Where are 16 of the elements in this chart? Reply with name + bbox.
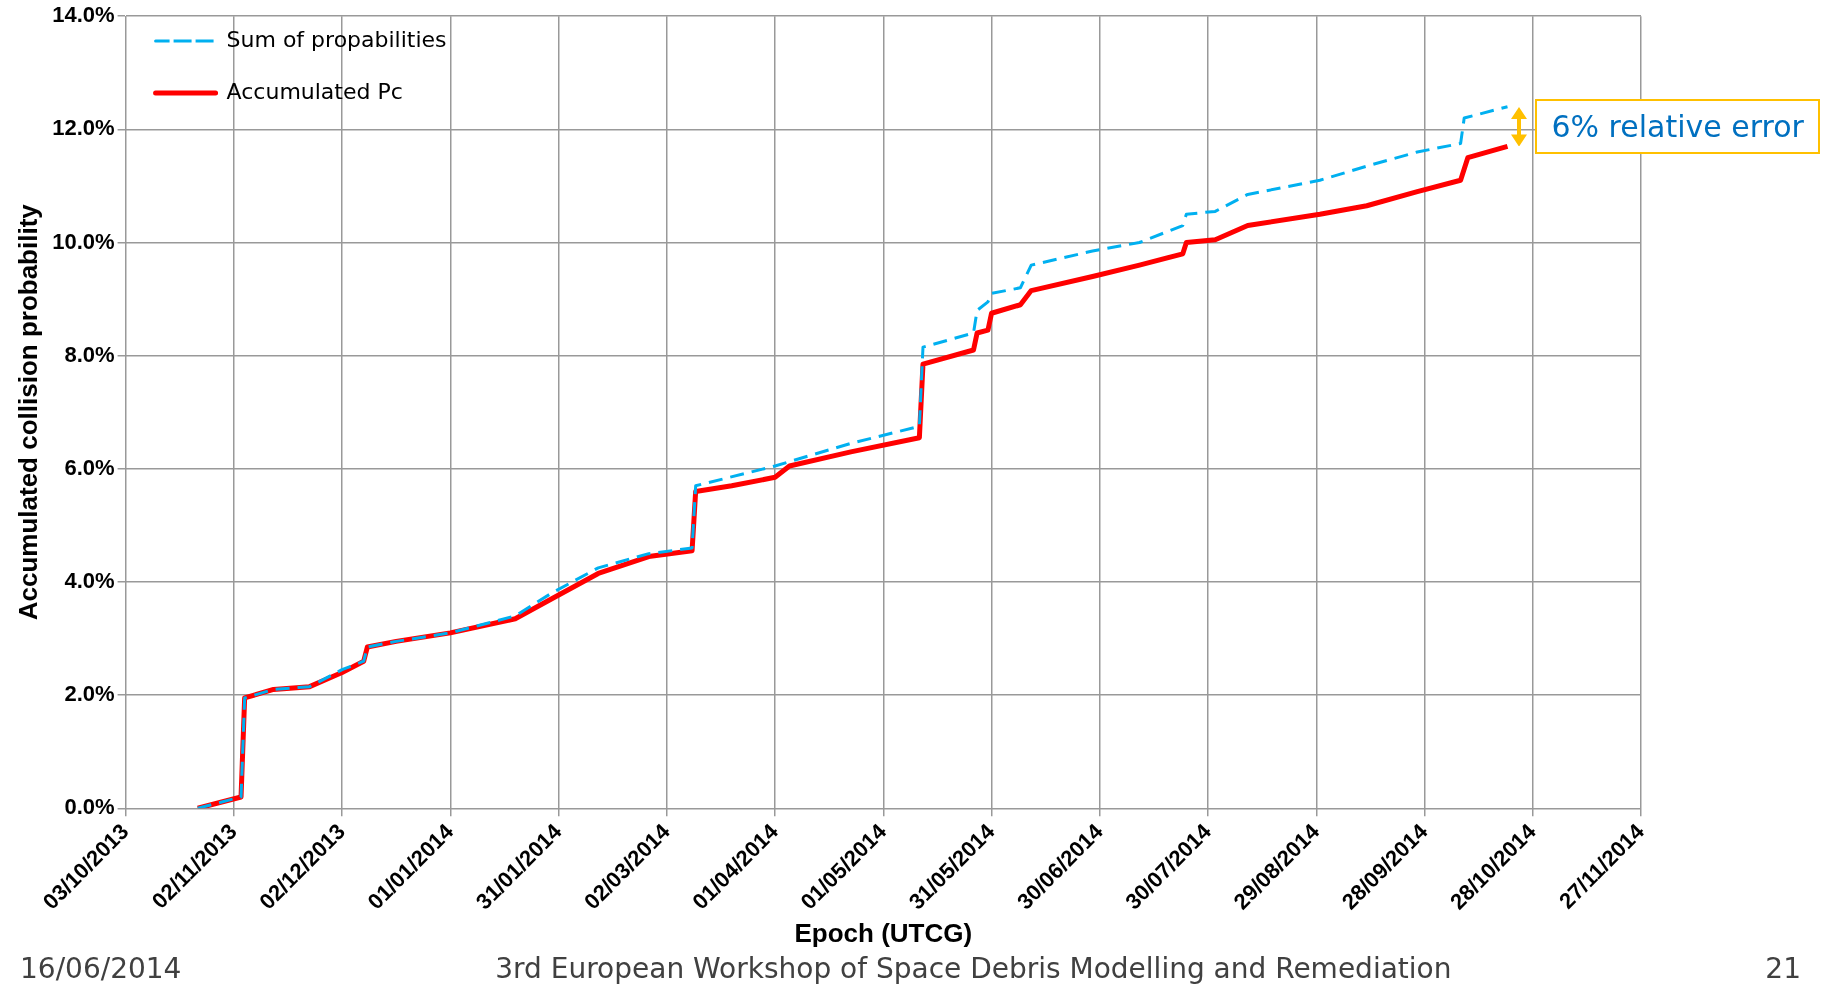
x-axis-title: Epoch (UTCG) xyxy=(794,917,973,948)
y-tick-label: 12.0% xyxy=(52,115,115,141)
annotation: 6% relative error xyxy=(1535,99,1820,155)
legend-label: Accumulated Pc xyxy=(226,78,403,104)
text: 21 xyxy=(1765,952,1801,985)
y-tick-label: 4.0% xyxy=(64,568,115,594)
y-tick-label: 0.0% xyxy=(64,794,115,820)
y-axis-title: Accumulated collision probability xyxy=(12,203,43,621)
text: 16/06/2014 xyxy=(20,952,182,985)
y-tick-label: 10.0% xyxy=(52,228,115,254)
text: 3rd European Workshop of Space Debris Modelling and Remediation xyxy=(495,952,1452,985)
y-tick-label: 14.0% xyxy=(52,2,115,28)
y-tick-label: 2.0% xyxy=(64,681,115,707)
legend-label: Sum of propabilities xyxy=(226,26,447,52)
y-tick-label: 6.0% xyxy=(64,454,115,480)
y-tick-label: 8.0% xyxy=(64,341,115,367)
